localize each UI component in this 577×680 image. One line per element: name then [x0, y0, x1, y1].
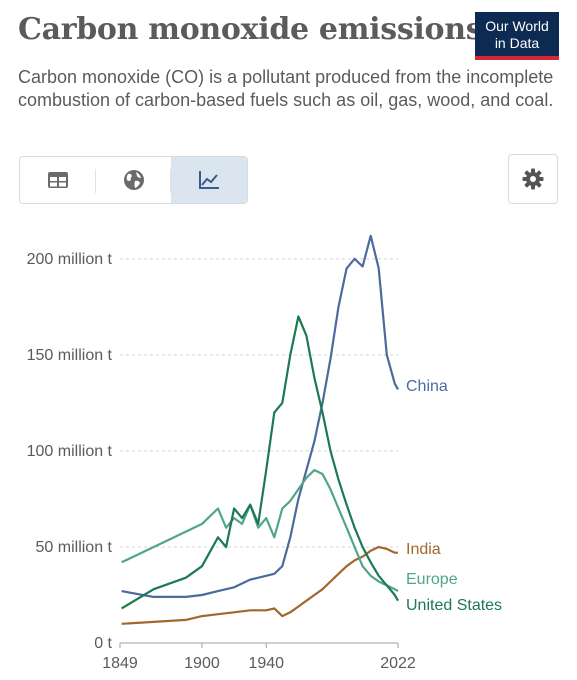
y-tick-label: 100 million t — [27, 443, 113, 460]
chart-subtitle: Carbon monoxide (CO) is a pollutant prod… — [18, 67, 554, 110]
series-line-united-states[interactable] — [121, 315, 399, 610]
series-label-china[interactable]: China — [406, 378, 448, 395]
series-label-europe[interactable]: Europe — [406, 571, 458, 588]
tab-chart[interactable] — [171, 157, 247, 203]
tab-table[interactable] — [20, 157, 96, 203]
view-tabs — [19, 156, 248, 204]
table-icon — [47, 172, 68, 188]
x-tick-label: 2022 — [380, 655, 416, 672]
settings-button[interactable] — [508, 154, 558, 204]
globe-icon — [123, 170, 144, 190]
line-chart-icon — [199, 171, 220, 189]
y-tick-label: 50 million t — [36, 539, 113, 556]
series-label-united-states[interactable]: United States — [406, 597, 502, 614]
series-label-india[interactable]: India — [406, 541, 441, 558]
x-tick-label: 1940 — [248, 655, 284, 672]
y-tick-label: 200 million t — [27, 251, 113, 268]
series-line-india[interactable] — [121, 545, 398, 625]
page-title: Carbon monoxide emissions — [18, 12, 483, 47]
series-line-europe[interactable] — [121, 469, 399, 593]
x-tick-label: 1900 — [184, 655, 220, 672]
logo-line-2: in Data — [494, 35, 540, 51]
x-tick-label: 1849 — [102, 655, 138, 672]
tab-map[interactable] — [96, 157, 172, 203]
logo-line-1: Our World — [485, 18, 549, 34]
gear-icon — [522, 168, 544, 190]
owid-logo[interactable]: Our World in Data — [475, 12, 559, 60]
y-tick-label: 150 million t — [27, 347, 113, 364]
series-line-china[interactable] — [121, 234, 399, 598]
y-tick-label: 0 t — [94, 635, 112, 652]
